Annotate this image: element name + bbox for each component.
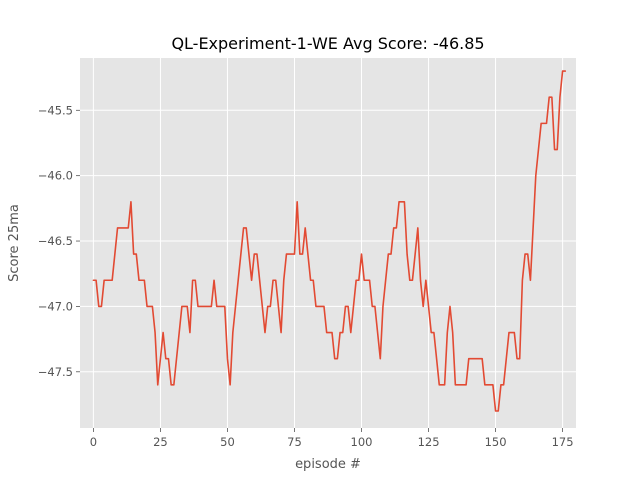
grid-lines [80,58,576,428]
y-tick-label: −45.5 [38,103,73,117]
x-tick-label: 0 [90,435,97,449]
series-line [92,70,567,412]
x-tick-label: 175 [552,435,574,449]
y-tick-label: −46.0 [38,169,73,183]
y-tick-label: −47.0 [38,299,73,313]
x-tick-label: 100 [351,435,373,449]
x-tick-label: 75 [287,435,302,449]
axis-ticks: 0 25 50 75 100 125 150 175 −45.5 −46.0 −46.5 −47.0 −… [38,103,574,449]
x-tick-label: 150 [485,435,507,449]
chart-title: QL-Experiment-1-WE Avg Score: -46.85 [171,34,484,53]
plot-area [80,58,576,428]
x-tick-label: 25 [153,435,168,449]
y-tick-label: −47.5 [38,365,73,379]
x-tick-label: 125 [418,435,440,449]
y-tick-label: −46.5 [38,234,73,248]
x-tick-label: 50 [220,435,235,449]
x-axis-label: episode # [295,457,361,472]
series-layer [92,70,567,412]
y-axis-label: Score 25ma [7,204,22,282]
